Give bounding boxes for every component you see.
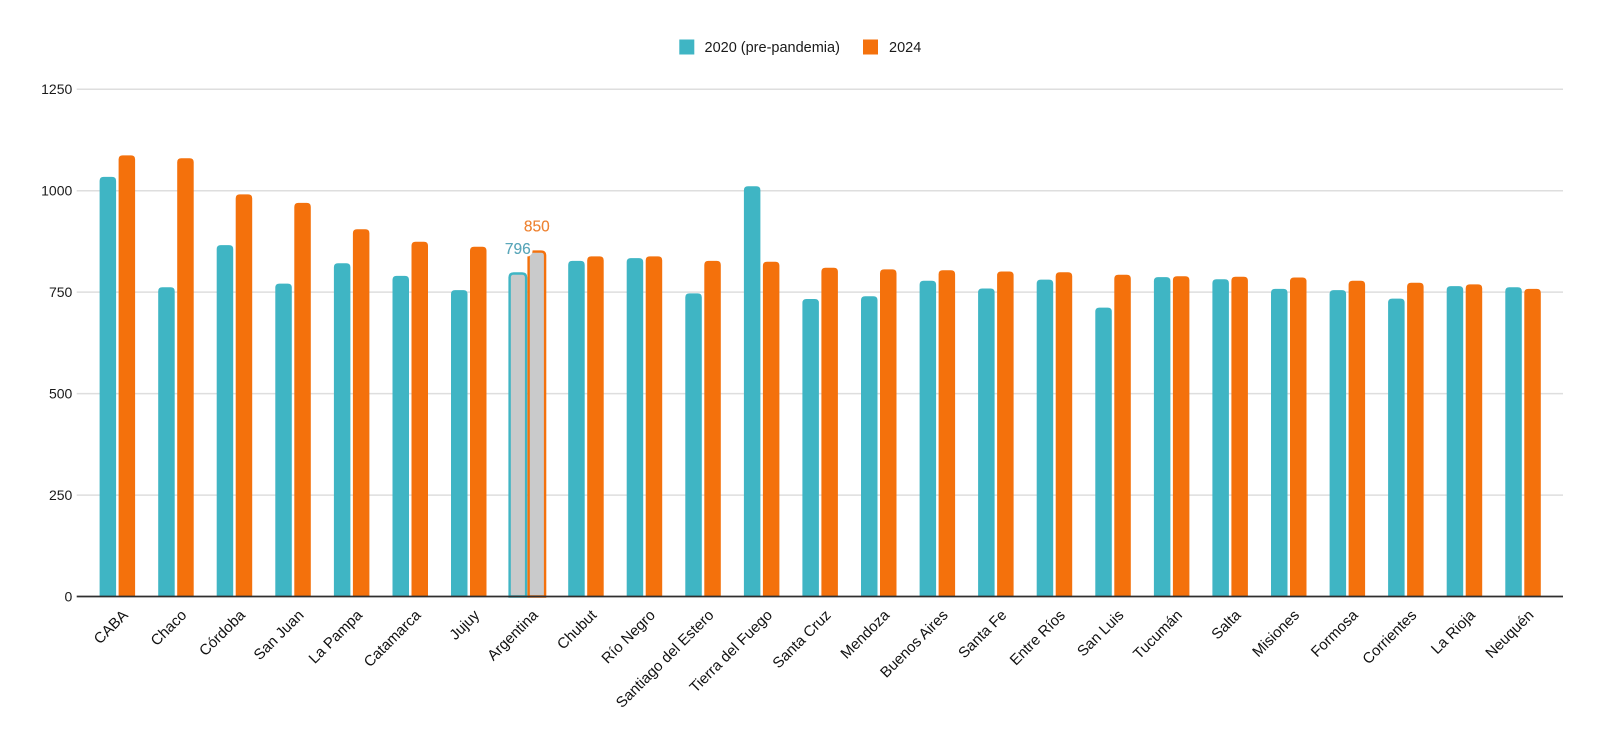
svg-text:796: 796 — [505, 241, 531, 258]
svg-text:796: 796 — [505, 241, 531, 258]
svg-text:500: 500 — [49, 386, 73, 402]
svg-text:0: 0 — [65, 589, 73, 605]
svg-text:1250: 1250 — [41, 81, 72, 97]
svg-text:1000: 1000 — [41, 183, 72, 199]
svg-text:2024: 2024 — [889, 40, 921, 56]
svg-text:850: 850 — [524, 219, 550, 236]
svg-text:850: 850 — [524, 219, 550, 236]
svg-text:750: 750 — [49, 284, 73, 300]
svg-text:250: 250 — [49, 487, 73, 503]
svg-text:2020 (pre-pandemia): 2020 (pre-pandemia) — [705, 40, 840, 56]
